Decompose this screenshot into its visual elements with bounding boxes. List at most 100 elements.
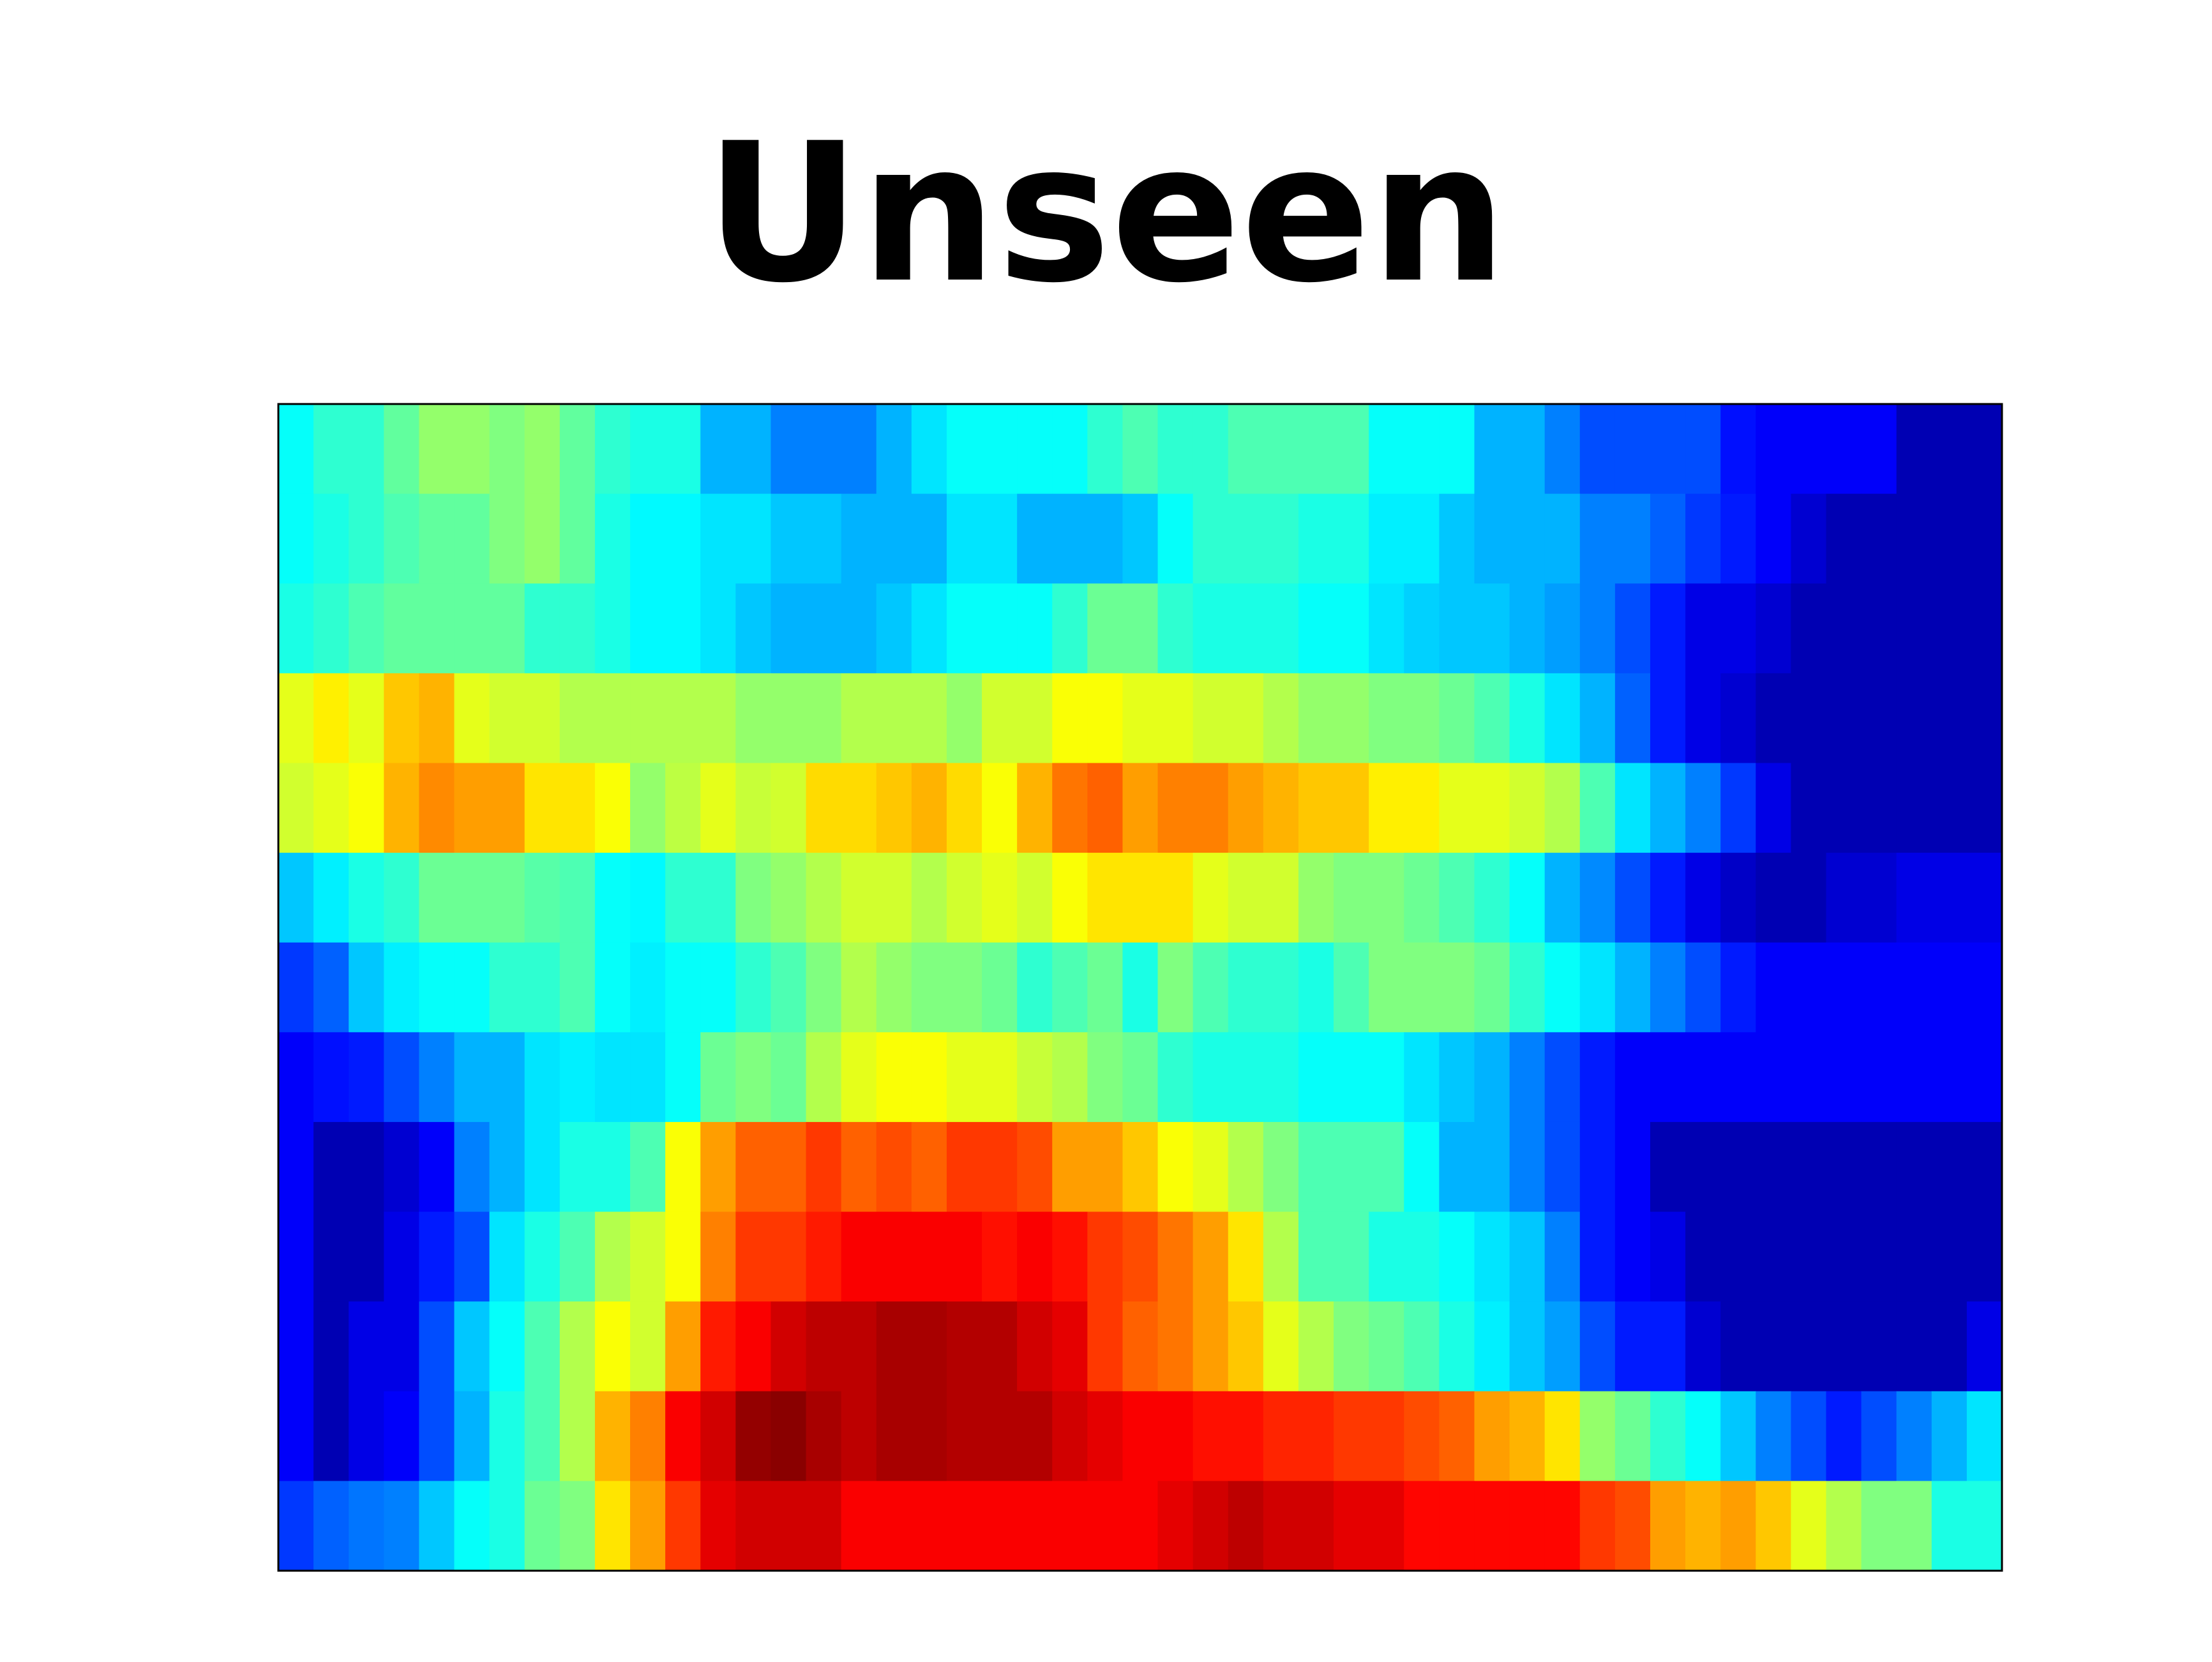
heatmap-cell (700, 1481, 736, 1571)
heatmap-cell (1614, 1032, 1651, 1123)
heatmap-cell (1263, 673, 1299, 764)
heatmap-cell (735, 1391, 772, 1481)
heatmap-cell (1052, 583, 1088, 674)
heatmap-cell (1439, 1481, 1475, 1571)
heatmap-cell (700, 404, 736, 495)
heatmap-cell (876, 404, 912, 495)
heatmap-cell (1614, 853, 1651, 943)
heatmap-cell (349, 853, 384, 943)
heatmap-cell (735, 583, 772, 674)
heatmap-cell (1122, 404, 1159, 495)
heatmap-cell (1052, 853, 1088, 943)
heatmap-cell (384, 673, 420, 764)
heatmap-cell (1404, 763, 1440, 853)
heatmap-cell (911, 673, 947, 764)
heatmap-cell (1896, 1211, 1932, 1302)
heatmap-cell (1685, 1121, 1721, 1213)
heatmap-cell (594, 1121, 631, 1213)
heatmap-cell (1017, 853, 1053, 943)
heatmap-cell (313, 1211, 349, 1302)
heatmap-cell (1404, 1032, 1440, 1123)
heatmap-cell (1474, 1211, 1510, 1302)
heatmap-cell (524, 1211, 561, 1302)
heatmap-cell (594, 1032, 631, 1123)
heatmap-cell (1579, 1391, 1616, 1481)
heatmap-cell (1404, 673, 1440, 764)
heatmap-cell (1896, 673, 1932, 764)
heatmap-cell (1966, 1391, 2003, 1481)
heatmap-cell (1756, 1391, 1791, 1481)
heatmap-cell (1650, 1121, 1686, 1213)
heatmap-cell (313, 583, 349, 674)
heatmap-cell (1439, 942, 1475, 1033)
heatmap-cell (278, 404, 314, 495)
heatmap-cell (1896, 1391, 1932, 1481)
heatmap-cell (1650, 673, 1686, 764)
heatmap-cell (1614, 583, 1651, 674)
heatmap-cell (384, 1301, 420, 1392)
heatmap-cell (700, 493, 736, 584)
heatmap-cell (1404, 493, 1440, 584)
heatmap-cell (1685, 1032, 1721, 1123)
heatmap-cell (735, 763, 772, 853)
heatmap-cell (524, 404, 561, 495)
heatmap-cell (1228, 853, 1264, 943)
heatmap-cell (1579, 853, 1616, 943)
heatmap-cell (982, 404, 1018, 495)
heatmap-cell (1334, 1301, 1369, 1392)
heatmap-cell (594, 1481, 631, 1571)
heatmap-cell (1087, 853, 1124, 943)
heatmap-cell (1439, 404, 1475, 495)
heatmap-cell (594, 673, 631, 764)
heatmap-cell (1122, 673, 1159, 764)
heatmap-cell (1896, 763, 1932, 853)
heatmap-cell (700, 1211, 736, 1302)
heatmap-cell (771, 853, 807, 943)
heatmap-cell (841, 493, 877, 584)
heatmap-cell (841, 404, 877, 495)
heatmap-cell (911, 1121, 947, 1213)
heatmap-cell (1474, 583, 1510, 674)
heatmap-cell (1756, 1211, 1791, 1302)
heatmap-cell (419, 1391, 455, 1481)
heatmap-cell (454, 1032, 490, 1123)
heatmap-cell (1193, 404, 1229, 495)
heatmap-cell (489, 1032, 525, 1123)
heatmap-cell (1791, 942, 1827, 1033)
heatmap-cell (1052, 493, 1088, 584)
heatmap-cell (1826, 1211, 1862, 1302)
heatmap-cell (349, 1391, 384, 1481)
heatmap-cell (1756, 404, 1791, 495)
heatmap-cell (1579, 404, 1616, 495)
heatmap-cell (1509, 583, 1546, 674)
heatmap-cell (1193, 1301, 1229, 1392)
heatmap-cell (1966, 493, 2003, 584)
heatmap-cell (384, 1391, 420, 1481)
heatmap-cell (1439, 583, 1475, 674)
heatmap-cell (1896, 942, 1932, 1033)
heatmap-cell (630, 1211, 666, 1302)
heatmap-cell (1931, 583, 1967, 674)
heatmap-cell (489, 1301, 525, 1392)
heatmap-cell (1334, 493, 1369, 584)
heatmap-cell (1685, 942, 1721, 1033)
heatmap-cell (1439, 853, 1475, 943)
heatmap-cell (454, 404, 490, 495)
heatmap-cell (1157, 1301, 1194, 1392)
heatmap-cell (1544, 583, 1581, 674)
heatmap-cell (1404, 1481, 1440, 1571)
heatmap-cell (1439, 1391, 1475, 1481)
heatmap-cell (1966, 853, 2003, 943)
heatmap-cell (1685, 583, 1721, 674)
heatmap-cell (1896, 1121, 1932, 1213)
heatmap-cell (1756, 1481, 1791, 1571)
heatmap-cell (946, 1301, 982, 1392)
heatmap-cell (489, 1211, 525, 1302)
heatmap-cell (1579, 1032, 1616, 1123)
heatmap-cell (1334, 763, 1369, 853)
heatmap-cell (1509, 1391, 1546, 1481)
heatmap-cell (1509, 853, 1546, 943)
heatmap-cell (1017, 1391, 1053, 1481)
heatmap-cell (771, 1391, 807, 1481)
heatmap-cell (1579, 942, 1616, 1033)
